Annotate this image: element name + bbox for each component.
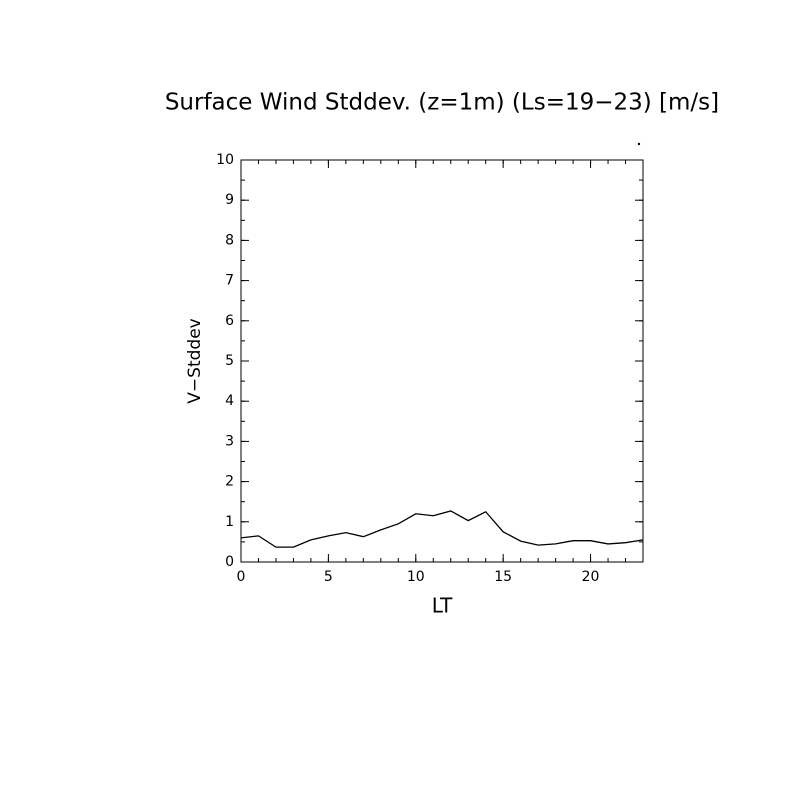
x-tick-label: 5 bbox=[324, 569, 333, 585]
x-tick-label: 20 bbox=[582, 569, 600, 585]
y-tick-label: 7 bbox=[225, 273, 234, 289]
chart-title: Surface Wind Stddev. (z=1m) (Ls=19−23) [… bbox=[165, 90, 719, 116]
y-tick-label: 9 bbox=[225, 192, 234, 208]
y-tick-label: 6 bbox=[225, 313, 234, 329]
x-tick-label: 15 bbox=[494, 569, 512, 585]
y-tick-label: 10 bbox=[216, 152, 234, 168]
x-axis-label: LT bbox=[432, 594, 453, 618]
y-axis-label: V−Stddev bbox=[185, 318, 205, 403]
y-tick-label: 8 bbox=[225, 232, 234, 248]
y-tick-label: 3 bbox=[225, 433, 234, 449]
y-tick-label: 4 bbox=[225, 393, 234, 409]
y-tick-label: 2 bbox=[225, 474, 234, 490]
y-tick-label: 5 bbox=[225, 353, 234, 369]
data-line bbox=[240, 510, 644, 548]
x-tick-label: 10 bbox=[407, 569, 425, 585]
x-tick-label: 0 bbox=[237, 569, 246, 585]
y-tick-label: 1 bbox=[225, 514, 234, 530]
y-tick-label: 0 bbox=[225, 554, 234, 570]
dot bbox=[637, 142, 641, 146]
